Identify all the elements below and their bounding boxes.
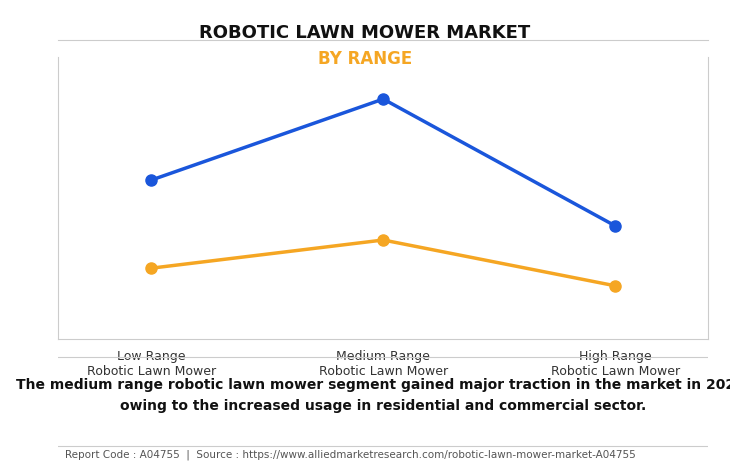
Text: Report Code : A04755  |  Source : https://www.alliedmarketresearch.com/robotic-l: Report Code : A04755 | Source : https://… (65, 450, 636, 460)
Text: BY RANGE: BY RANGE (318, 50, 412, 68)
Text: ROBOTIC LAWN MOWER MARKET: ROBOTIC LAWN MOWER MARKET (199, 24, 531, 42)
Text: The medium range robotic lawn mower segment gained major traction in the market : The medium range robotic lawn mower segm… (16, 378, 730, 412)
